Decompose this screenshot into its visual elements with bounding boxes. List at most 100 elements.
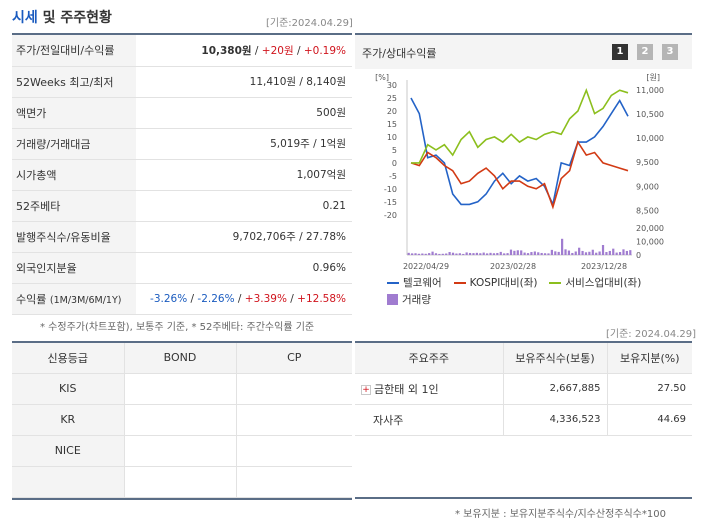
- ownership-pct: 27.50: [607, 373, 692, 405]
- row-value: 1,007억원: [136, 159, 352, 191]
- volume-bar: [520, 250, 523, 255]
- volume-bar: [428, 253, 431, 255]
- legend-swatch: [387, 281, 399, 284]
- volume-bar: [421, 253, 424, 255]
- volume-bar: [462, 253, 465, 255]
- cp-rating: [236, 435, 352, 467]
- expand-plus-icon[interactable]: +: [361, 384, 371, 395]
- volume-bar: [533, 251, 536, 255]
- left-axis-label: [%]: [375, 73, 389, 82]
- left-tick-label: 10: [387, 133, 397, 142]
- table-row: 52Weeks 최고/최저 11,410원 / 8,140원: [12, 66, 352, 98]
- return-values: -3.26% / -2.26% / +3.39% / +12.58%: [136, 283, 352, 315]
- volume-bar: [547, 253, 550, 255]
- row-label: 주가/전일대비/수익률: [12, 35, 136, 67]
- divider: [355, 341, 692, 343]
- agency-name: [12, 466, 125, 498]
- chart-page-3-button[interactable]: 3: [662, 44, 678, 60]
- return-label: 수익률: [16, 292, 47, 306]
- volume-bar: [438, 253, 441, 255]
- cp-rating: [236, 404, 352, 436]
- page-title: 시세 및 주주현황: [12, 7, 112, 27]
- shareholder-name: 금한태 외 1인: [374, 382, 439, 396]
- x-tick-label: 2023/12/28: [581, 262, 627, 271]
- volume-bar: [625, 250, 628, 255]
- agency-name: NICE: [12, 435, 125, 467]
- row-label: 52Weeks 최고/최저: [12, 66, 136, 98]
- volume-bar: [492, 253, 496, 255]
- legend-swatch: [549, 281, 562, 284]
- row-label: 52주베타: [12, 190, 136, 222]
- volume-bar: [431, 251, 434, 255]
- table-row: [12, 466, 352, 498]
- left-tick-label: -15: [384, 198, 397, 207]
- shareholder-footnote: * 보유지분 : 보유지분주식수/지수산정주식수*100: [455, 509, 666, 520]
- volume-bar: [595, 252, 598, 255]
- table-row: 수익률 (1M/3M/6M/1Y) -3.26% / -2.26% / +3.3…: [12, 283, 352, 315]
- row-label: 거래량/거래대금: [12, 128, 136, 160]
- volume-bar: [567, 250, 571, 255]
- legend-swatch: [387, 294, 398, 305]
- volume-bar: [503, 253, 506, 255]
- volume-bar: [543, 253, 547, 255]
- table-row: 시가총액 1,007억원: [12, 159, 352, 191]
- return-1m: -3.26%: [150, 292, 188, 305]
- volume-bar: [417, 253, 421, 255]
- legend-item-kospi: KOSPI대비(좌): [453, 275, 537, 290]
- left-tick-label: -20: [384, 211, 397, 220]
- row-label: 발행주식수/유동비율: [12, 221, 136, 253]
- volume-bar: [455, 253, 458, 255]
- price-change: +20원: [261, 44, 294, 57]
- right-tick-label: 9,000: [636, 182, 659, 191]
- volume-bar: [516, 250, 519, 255]
- shareholder-table-spacer: [355, 436, 692, 499]
- left-tick-label: 5: [392, 146, 397, 155]
- divider: [12, 498, 352, 500]
- legend-label: 텔코웨어: [403, 277, 442, 289]
- shares-held: 4,336,523: [503, 404, 608, 436]
- bond-rating: [124, 373, 237, 405]
- separator: /: [251, 44, 262, 57]
- row-value: 9,702,706주 / 27.78%: [136, 221, 352, 253]
- separator: /: [286, 292, 298, 305]
- volume-bar: [451, 252, 455, 255]
- title-main: 시세: [12, 10, 38, 26]
- table-row: 발행주식수/유동비율 9,702,706주 / 27.78%: [12, 221, 352, 253]
- agency-name: KIS: [12, 373, 125, 405]
- volume-bar: [479, 253, 482, 255]
- right-tick-label: 8,500: [636, 206, 659, 215]
- volume-tick-label: 0: [636, 251, 641, 260]
- column-header: 신용등급: [12, 343, 125, 374]
- right-axis-label: [원]: [646, 73, 660, 82]
- table-row: 자사주 4,336,523 44.69: [355, 404, 692, 436]
- legend-item-volume: 거래량: [387, 292, 431, 307]
- stock-chart: [%]30 25 20 15 10 5 0 -5 -10 -15 -20 [원] 11,000 10,50…: [375, 73, 664, 271]
- column-header: CP: [236, 343, 352, 374]
- row-value: 0.21: [136, 190, 352, 222]
- right-tick-label: 10,500: [636, 110, 664, 119]
- separator: /: [293, 44, 304, 57]
- volume-bar: [496, 252, 499, 255]
- volume-tick-label: 20,000: [636, 224, 664, 233]
- volume-bar: [615, 252, 618, 255]
- left-tick-label: 25: [387, 94, 397, 103]
- volume-bar: [458, 253, 461, 255]
- volume-bar: [608, 250, 611, 255]
- left-tick-label: 30: [387, 81, 397, 90]
- left-tick-label: 15: [387, 120, 397, 129]
- price-footnote: * 수정주가(차트포함), 보통주 기준, * 52주베타: 주간수익률 기준: [40, 322, 315, 333]
- chart-page-1-button[interactable]: 1: [612, 44, 628, 60]
- separator: /: [187, 292, 198, 305]
- shares-held: 2,667,885: [503, 373, 608, 405]
- volume-bar: [618, 252, 622, 255]
- left-tick-label: 20: [387, 107, 397, 116]
- table-header-row: 신용등급 BOND CP: [12, 343, 352, 374]
- chart-page-2-button[interactable]: 2: [637, 44, 653, 60]
- kospi-relative-line: [410, 140, 629, 210]
- column-header: 보유지분(%): [607, 343, 692, 374]
- volume-bar: [629, 250, 632, 255]
- column-header: BOND: [124, 343, 237, 374]
- return-sublabel: (1M/3M/6M/1Y): [49, 294, 122, 306]
- volume-bar: [472, 253, 475, 255]
- table-row: 액면가 500원: [12, 97, 352, 129]
